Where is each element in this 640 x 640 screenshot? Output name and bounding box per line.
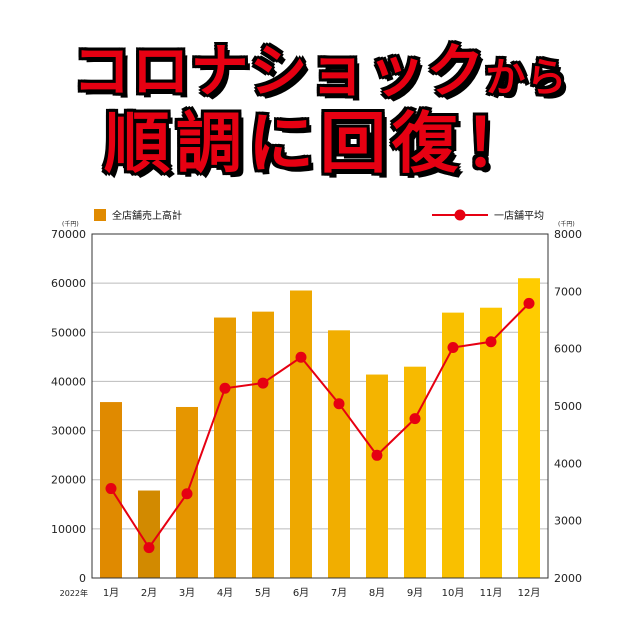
average-point xyxy=(219,382,231,394)
headline-main: コロナショック xyxy=(72,37,486,105)
bar xyxy=(366,374,388,578)
x-tick-label: 8月 xyxy=(369,587,385,599)
x-tick-label: 12月 xyxy=(518,587,541,599)
average-point xyxy=(143,542,155,554)
bars xyxy=(100,278,540,578)
left-tick-label: 40000 xyxy=(51,375,86,388)
bar xyxy=(404,366,426,578)
left-tick-label: 50000 xyxy=(51,326,86,339)
left-axis-unit: (千円) xyxy=(62,220,79,228)
headline-small: から xyxy=(485,55,568,101)
x-tick-label: 7月 xyxy=(331,587,347,599)
average-point xyxy=(447,342,459,354)
bar xyxy=(252,311,274,578)
average-point xyxy=(409,413,421,425)
axes: 0 10000 20000 30000 40000 50000 60000 70000 2000… xyxy=(51,220,582,599)
left-tick-label: 60000 xyxy=(51,277,86,290)
right-axis-unit: (千円) xyxy=(558,220,575,228)
right-tick-label: 6000 xyxy=(554,343,582,356)
right-tick-label: 3000 xyxy=(554,515,582,528)
headline-sub: 順調に回復！ xyxy=(104,105,536,182)
year-label: 2022年 xyxy=(60,588,88,598)
bar xyxy=(290,290,312,578)
x-tick-label: 10月 xyxy=(442,587,465,599)
legend: 全店舗売上高計 一店舗平均 xyxy=(94,209,544,222)
left-tick-label: 30000 xyxy=(51,425,86,438)
x-tick-label: 2月 xyxy=(141,587,157,599)
legend-bar-swatch xyxy=(94,209,106,221)
x-tick-label: 9月 xyxy=(407,587,423,599)
average-point xyxy=(295,351,307,363)
average-series-line xyxy=(110,302,530,550)
left-tick-label: 10000 xyxy=(51,523,86,536)
average-point xyxy=(257,377,269,389)
x-tick-label: 11月 xyxy=(480,587,503,599)
bar xyxy=(480,307,502,578)
right-tick-label: 5000 xyxy=(554,400,582,413)
x-tick-label: 1月 xyxy=(103,587,119,599)
left-tick-label: 70000 xyxy=(51,228,86,241)
right-tick-label: 4000 xyxy=(554,457,582,470)
x-tick-label: 3月 xyxy=(179,587,195,599)
average-point xyxy=(485,336,497,348)
grid-lines xyxy=(92,282,548,530)
right-tick-label: 7000 xyxy=(554,285,582,298)
legend-line-marker xyxy=(454,209,466,221)
x-tick-label: 6月 xyxy=(293,587,309,599)
bar xyxy=(442,312,464,578)
right-tick-label: 8000 xyxy=(554,228,582,241)
bar xyxy=(328,330,350,578)
average-line xyxy=(105,297,535,554)
bar xyxy=(518,278,540,578)
average-point xyxy=(333,398,345,410)
plot-frame xyxy=(91,233,549,579)
legend-line-label: 一店舗平均 xyxy=(494,209,544,222)
average-point xyxy=(371,449,383,461)
headline-line-1: コロナショックから xyxy=(0,36,640,113)
legend-bar-label: 全店舗売上高計 xyxy=(112,209,182,222)
bar xyxy=(138,490,160,578)
average-point xyxy=(523,297,535,309)
bar xyxy=(214,317,236,578)
headline-line-2: 順調に回復！ xyxy=(0,104,640,184)
average-point xyxy=(105,483,117,495)
x-tick-label: 4月 xyxy=(217,587,233,599)
left-tick-label: 20000 xyxy=(51,474,86,487)
left-tick-label: 0 xyxy=(79,572,86,585)
average-point xyxy=(181,488,193,500)
right-tick-label: 2000 xyxy=(554,572,582,585)
x-tick-label: 5月 xyxy=(255,587,271,599)
